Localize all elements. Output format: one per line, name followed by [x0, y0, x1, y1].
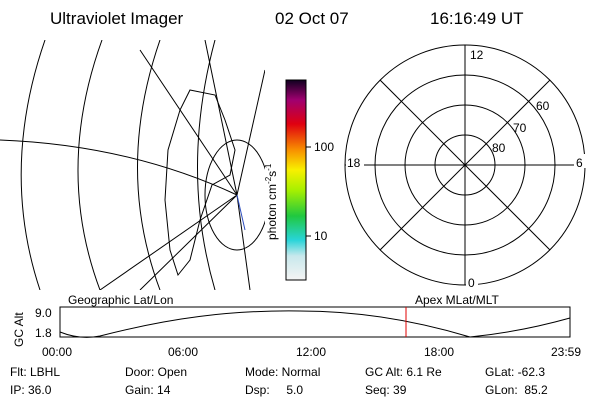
status-field: Gain: 14 — [125, 383, 171, 397]
ring-label: 70 — [513, 121, 527, 135]
x-label: 00:00 — [42, 345, 72, 359]
colorbar-tick: 10 — [314, 229, 328, 243]
status: Flt: LBHL Door: Open Mode: Normal GC Alt: 6… — [10, 365, 548, 397]
status-field: Seq: 39 — [365, 383, 407, 397]
colorbar-tick: 100 — [314, 140, 334, 154]
date: 02 Oct 07 — [275, 9, 349, 28]
status-field: Flt: LBHL — [10, 365, 60, 379]
status-field: IP: 36.0 — [10, 383, 52, 397]
x-label: 18:00 — [424, 345, 454, 359]
timeline-title: Geographic Lat/Lon — [68, 293, 173, 307]
polar-label: 18 — [347, 156, 361, 170]
y-label: 9.0 — [35, 306, 52, 320]
polar-label: 6 — [576, 156, 583, 170]
timeline: Geographic Lat/Lon Apex MLat/MLT GC Alt … — [12, 293, 581, 359]
colorbar-scale — [285, 79, 307, 281]
polar-plot: 12 0 18 6 60 70 80 — [344, 44, 586, 290]
status-field: GLon: 85.2 — [485, 383, 548, 397]
title: Ultraviolet Imager — [50, 9, 184, 28]
timeline-title: Apex MLat/MLT — [415, 293, 499, 307]
x-label: 12:00 — [296, 345, 326, 359]
map — [0, 40, 265, 290]
status-field: Mode: Normal — [245, 365, 320, 379]
status-field: Door: Open — [125, 365, 187, 379]
ring-label: 80 — [492, 141, 506, 155]
status-field: Dsp: 5.0 — [245, 383, 303, 397]
time: 16:16:49 UT — [430, 9, 524, 28]
colorbar-label: photon cm-2s-1 — [264, 163, 279, 240]
y-label: 1.8 — [35, 326, 52, 340]
x-label: 06:00 — [168, 345, 198, 359]
colorbar: 100 10 photon cm-2s-1 — [264, 79, 334, 281]
polar-label: 12 — [470, 48, 484, 62]
polar-label: 0 — [468, 276, 475, 290]
status-field: GLat: -62.3 — [485, 365, 545, 379]
header: Ultraviolet Imager 02 Oct 07 16:16:49 UT — [50, 9, 524, 28]
axis-label: GC Alt — [12, 312, 26, 347]
x-label: 23:59 — [551, 345, 581, 359]
status-field: GC Alt: 6.1 Re — [365, 365, 442, 379]
ring-label: 60 — [536, 99, 550, 113]
